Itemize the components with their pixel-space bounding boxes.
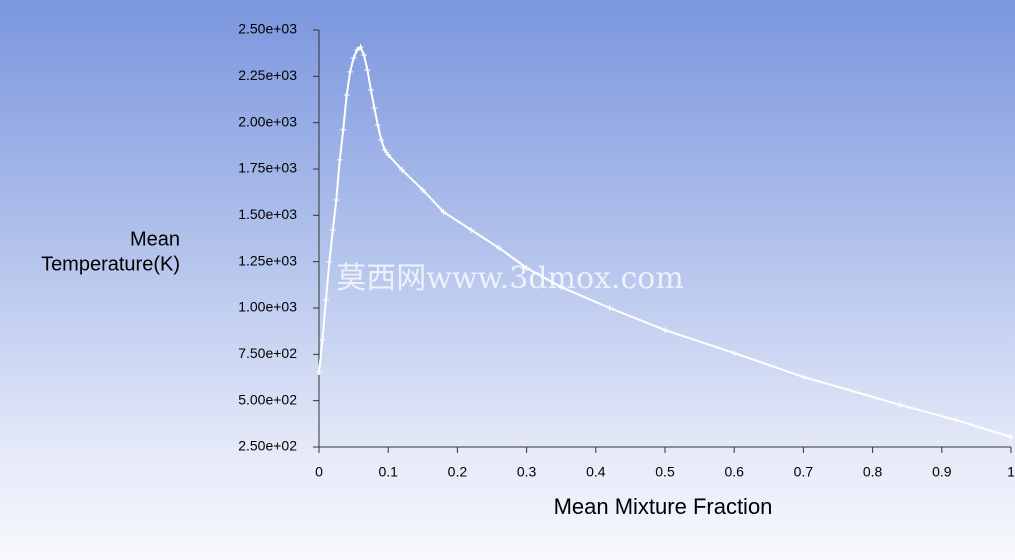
x-tick-label: 0.4 xyxy=(586,464,606,480)
y-tick-label: 5.00e+02 xyxy=(238,391,297,407)
point-marker xyxy=(1008,433,1014,440)
y-tick-label: 1.75e+03 xyxy=(238,160,297,176)
point-marker xyxy=(731,350,738,357)
y-tick-label: 7.50e+02 xyxy=(238,345,297,361)
y-axis-label: Temperature(K) xyxy=(41,253,180,275)
point-marker xyxy=(360,52,367,59)
y-tick-label: 2.50e+03 xyxy=(238,21,297,37)
y-tick-label: 1.50e+03 xyxy=(238,206,297,222)
point-marker xyxy=(523,264,530,271)
point-marker xyxy=(329,226,336,233)
y-tick-label: 1.25e+03 xyxy=(238,252,297,268)
point-marker xyxy=(897,401,904,408)
point-marker xyxy=(385,151,392,158)
point-marker xyxy=(322,297,329,304)
x-tick-label: 0.3 xyxy=(517,464,537,480)
point-marker xyxy=(378,136,385,143)
point-marker xyxy=(316,368,322,375)
x-tick-label: 0 xyxy=(315,464,323,480)
x-tick-label: 0.8 xyxy=(863,464,883,480)
point-marker xyxy=(662,327,668,334)
point-marker xyxy=(367,87,374,94)
point-marker xyxy=(343,92,350,99)
point-marker xyxy=(350,54,357,61)
point-marker xyxy=(440,208,447,215)
point-marker xyxy=(381,146,388,153)
x-tick-label: 0.2 xyxy=(448,464,468,480)
watermark: 莫西网www.3dmox.com xyxy=(336,261,684,296)
point-marker xyxy=(326,259,333,266)
point-marker xyxy=(354,47,361,54)
x-tick-label: 0.9 xyxy=(932,464,952,480)
x-tick-label: 1 xyxy=(1007,464,1015,480)
y-axis-label: Mean xyxy=(130,228,180,250)
y-tick-label: 2.00e+03 xyxy=(238,113,297,129)
x-tick-label: 0.7 xyxy=(794,464,814,480)
point-marker xyxy=(374,122,381,129)
point-marker xyxy=(468,226,475,233)
point-marker xyxy=(333,196,340,203)
point-marker xyxy=(364,67,371,74)
x-tick-label: 0.6 xyxy=(724,464,744,480)
point-marker xyxy=(399,166,406,173)
y-tick-label: 1.00e+03 xyxy=(238,299,297,315)
point-marker xyxy=(336,156,343,163)
point-marker xyxy=(319,337,326,344)
x-tick-label: 0.5 xyxy=(655,464,675,480)
x-axis-label: Mean Mixture Fraction xyxy=(554,494,773,519)
point-marker xyxy=(371,105,378,112)
x-tick-label: 0.1 xyxy=(378,464,398,480)
point-marker xyxy=(340,126,347,133)
data-line xyxy=(318,45,1012,438)
point-marker xyxy=(495,244,502,251)
point-marker xyxy=(800,373,807,380)
point-marker xyxy=(357,44,364,51)
point-marker xyxy=(558,284,565,291)
point-marker xyxy=(419,186,426,193)
y-tick-label: 2.50e+02 xyxy=(238,438,297,454)
point-marker xyxy=(606,305,613,311)
point-marker xyxy=(347,68,354,75)
y-tick-label: 2.25e+03 xyxy=(238,67,297,83)
point-marker xyxy=(952,416,959,423)
